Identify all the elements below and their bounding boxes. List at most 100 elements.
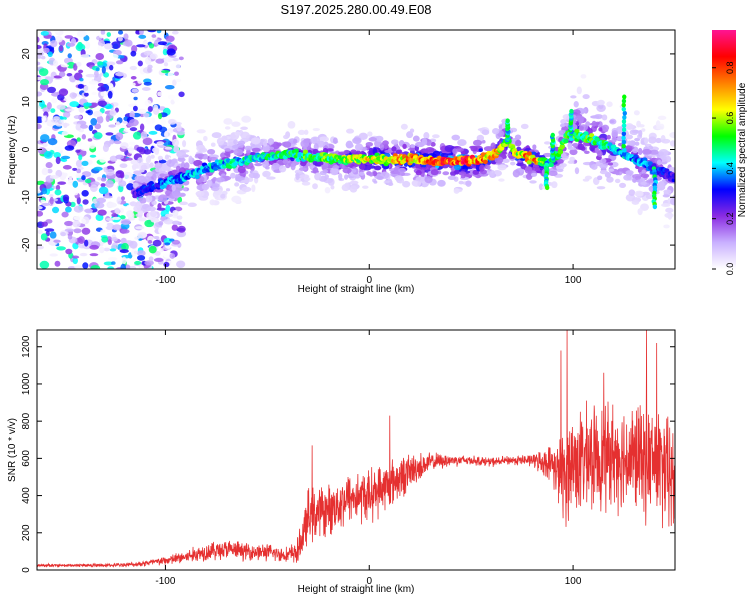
spectrogram-cloud-cell <box>282 158 289 164</box>
spectrogram-noise-cell <box>53 239 61 243</box>
colorbar-label: Normalized spectral amplitude <box>737 82 748 217</box>
spectrogram-cloud-cell <box>240 126 248 131</box>
spectrogram-cloud-cell <box>582 178 590 182</box>
spectrogram-noise-cell <box>119 207 125 214</box>
spectrogram-cloud-cell <box>524 166 533 174</box>
spectrogram-noise-cell <box>67 53 72 59</box>
spectrogram-noise-cell <box>54 221 63 229</box>
spectrogram-cloud-cell <box>394 175 404 182</box>
spectrogram-cloud-cell <box>349 180 359 185</box>
spectrogram-ridge-cell <box>671 173 675 178</box>
spectrogram-cloud-cell <box>430 169 439 176</box>
spectrogram-cloud-cell <box>398 167 407 173</box>
spectrogram-cloud-cell <box>655 120 661 128</box>
spectrogram-noise-cell <box>94 202 105 209</box>
spectrogram-noise-cell <box>102 195 113 199</box>
spectrogram-noise-cell <box>49 253 58 257</box>
spectrogram-noise-cell <box>111 212 118 218</box>
spectrogram-noise-cell <box>94 123 102 130</box>
spectrogram-noise-cell <box>156 30 162 34</box>
spectrogram-noise-cell <box>58 71 66 78</box>
spectrogram-noise-cell <box>177 225 186 233</box>
spectrogram-cloud-cell <box>367 131 373 137</box>
spectrogram-noise-cell <box>84 208 93 214</box>
spectrogram-noise-cell <box>44 228 55 232</box>
spectrogram-y-tick-label: 20 <box>21 48 32 60</box>
spectrogram-cloud-cell <box>430 142 436 147</box>
spectrogram-cloud-cell <box>663 189 672 194</box>
spectrogram-noise-cell <box>49 196 54 205</box>
spectrogram-cloud-cell <box>368 137 377 142</box>
spectrogram-cloud-cell <box>368 147 374 156</box>
spectrogram-noise-cell <box>164 242 171 246</box>
spectrogram-cloud-cell <box>578 126 584 131</box>
spectrogram-cloud-cell <box>137 231 148 239</box>
spectrogram-spike-cell <box>505 118 510 124</box>
spectrogram-cloud-cell <box>669 140 675 147</box>
spectrogram-noise-cell <box>139 30 145 35</box>
spectrogram-spike-cell <box>621 102 626 108</box>
spectrogram-noise-cell <box>153 257 164 263</box>
spectrogram-spike-cell <box>621 135 626 141</box>
spectrogram-cloud-cell <box>233 139 238 145</box>
spectrogram-y-tick-label: -20 <box>21 237 32 252</box>
snr-y-tick-label: 1000 <box>21 372 32 395</box>
spectrogram-cloud-cell <box>580 74 587 79</box>
spectrogram-noise-cell <box>78 69 84 74</box>
spectrogram-cloud-cell <box>512 169 521 178</box>
spectrogram-noise-cell <box>84 178 92 184</box>
spectrogram-cloud-cell <box>240 131 250 140</box>
spectrogram-cloud-cell <box>253 172 261 179</box>
spectrogram-noise-cell <box>67 177 73 183</box>
spectrogram-cloud-cell <box>262 141 268 147</box>
spectrogram-cloud-cell <box>576 86 582 95</box>
spectrogram-x-tick-label: 100 <box>565 275 582 286</box>
spectrogram-cloud-cell <box>409 128 415 133</box>
spectrogram-cloud-cell <box>442 171 450 176</box>
spectrogram-cloud-cell <box>440 152 449 159</box>
spectrogram-noise-cell <box>83 85 90 94</box>
snr-y-tick-label: 0 <box>21 567 32 573</box>
spectrogram-noise-cell <box>43 47 50 54</box>
spectrogram-noise-cell <box>95 52 105 61</box>
spectrogram-cloud-cell <box>138 217 147 222</box>
spectrogram-noise-cell <box>126 183 135 191</box>
spectrogram-noise-cell <box>159 248 164 253</box>
spectrogram-noise-cell <box>95 67 100 72</box>
spectrogram-cloud-cell <box>265 165 270 170</box>
spectrogram-cloud-cell <box>172 209 179 217</box>
spectrogram-noise-cell <box>72 189 79 196</box>
spectrogram-cloud-cell <box>203 135 208 142</box>
spectrogram-noise-cell <box>88 124 94 132</box>
spectrogram-noise-cell <box>96 115 104 124</box>
spectrogram-cloud-cell <box>444 144 455 153</box>
spectrogram-cloud-cell <box>365 141 374 147</box>
spectrogram-cloud-cell <box>634 190 644 197</box>
spectrogram-noise-cell <box>147 239 153 244</box>
spectrogram-cloud-cell <box>641 128 646 132</box>
colorbar-tick-label: 0.6 <box>725 112 735 125</box>
spectrogram-cloud-cell <box>231 121 241 127</box>
spectrogram-noise-cell <box>77 83 84 89</box>
spectrogram-noise-cell <box>119 66 129 73</box>
spectrogram-noise-cell <box>168 238 175 242</box>
spectrogram-cloud-cell <box>134 171 142 176</box>
spectrogram-cloud-cell <box>372 170 378 177</box>
chart-title: S197.2025.280.00.49.E08 <box>280 2 431 17</box>
spectrogram-cloud-cell <box>478 148 483 153</box>
snr-x-axis-label: Height of straight line (km) <box>298 584 415 595</box>
spectrogram-noise-cell <box>157 112 163 120</box>
spectrogram-cloud-cell <box>145 195 153 203</box>
spectrogram-ridge-cell <box>559 144 565 150</box>
spectrogram-y-axis-label: Frequency (Hz) <box>7 116 18 185</box>
spectrogram-noise-cell <box>47 138 58 146</box>
spectrogram-noise-cell <box>147 30 157 33</box>
spectrogram-noise-cell <box>67 234 73 240</box>
spectrogram-noise-cell <box>107 266 115 269</box>
spectrogram-noise-cell <box>143 149 152 155</box>
spectrogram-cloud-cell <box>479 164 485 172</box>
spectrogram-cloud-cell <box>637 208 643 216</box>
spectrogram-noise-cell <box>105 115 110 123</box>
spectrogram-noise-cell <box>100 229 106 233</box>
